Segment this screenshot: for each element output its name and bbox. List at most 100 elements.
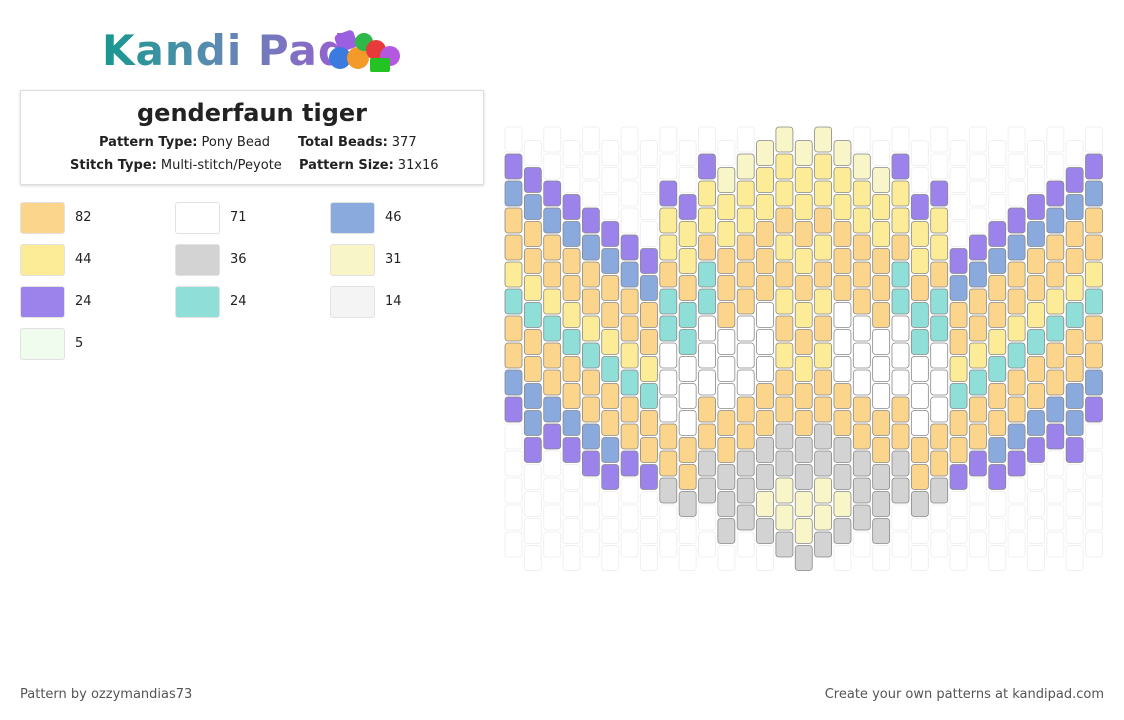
bead (988, 167, 1007, 193)
bead (1065, 410, 1084, 436)
bead (640, 275, 658, 301)
bead (659, 207, 678, 234)
bead (543, 450, 562, 477)
bead (794, 437, 813, 463)
bead (562, 140, 581, 166)
bead (775, 423, 794, 450)
bead (794, 329, 813, 355)
bead (504, 126, 523, 153)
bead (949, 302, 968, 328)
bead (988, 140, 1007, 166)
bead (620, 207, 639, 234)
bead (523, 275, 542, 301)
bead (1046, 369, 1065, 396)
bead (581, 153, 600, 180)
bead (698, 126, 716, 153)
bead (1046, 315, 1065, 342)
bead (659, 315, 678, 342)
bead (698, 396, 716, 423)
bead (562, 410, 581, 436)
bead (523, 410, 542, 436)
author: Pattern by ozzymandias73 (20, 687, 193, 702)
bead (620, 423, 639, 450)
bead (1065, 248, 1084, 274)
bead (833, 248, 852, 274)
info-row: Stitch Type: Multi-stitch/Peyote (70, 158, 282, 173)
bead (1007, 207, 1026, 234)
bead (872, 167, 891, 193)
bead (775, 342, 794, 369)
promo-link[interactable]: Create your own patterns at kandipad.com (824, 687, 1104, 702)
bead (698, 369, 716, 396)
bead (968, 288, 987, 315)
bead (659, 477, 678, 504)
bead (1065, 437, 1084, 463)
bead (756, 329, 774, 355)
bead (1085, 504, 1103, 531)
bead (1085, 450, 1103, 477)
bead (1065, 302, 1084, 328)
pattern-info: genderfaun tiger Pattern Type: Pony Bead … (20, 90, 484, 185)
bead (968, 180, 987, 207)
bead (852, 261, 871, 288)
bead (794, 356, 813, 382)
bead (1007, 450, 1026, 477)
bead (736, 234, 755, 261)
bead (504, 450, 523, 477)
bead (639, 167, 658, 193)
bead (756, 221, 774, 247)
bead (581, 477, 600, 504)
bead (601, 221, 620, 247)
bead (852, 207, 871, 234)
bead (872, 302, 891, 328)
bead (698, 423, 716, 450)
bead (1007, 234, 1026, 261)
bead (582, 288, 600, 315)
bead (601, 518, 620, 544)
bead (930, 369, 949, 396)
bead (504, 261, 523, 288)
bead (1026, 140, 1045, 166)
bead (756, 410, 774, 436)
bead (523, 545, 542, 571)
logo[interactable]: Kandi Pad (100, 22, 410, 78)
bead (1007, 180, 1026, 207)
bead (1065, 518, 1084, 544)
bead (717, 410, 736, 436)
bead (852, 180, 871, 207)
color-swatch (330, 202, 375, 234)
color-count: 36 (230, 252, 247, 267)
bead (852, 234, 871, 261)
bead (620, 531, 639, 558)
bead (949, 221, 968, 247)
bead (543, 207, 562, 234)
bead (736, 423, 755, 450)
bead (601, 410, 620, 436)
bead (814, 180, 833, 207)
bead (640, 329, 658, 355)
bead (1046, 234, 1065, 261)
bead (1007, 396, 1026, 423)
color-swatch (20, 286, 65, 318)
bead (698, 207, 716, 234)
bead (543, 531, 562, 558)
bead (717, 194, 736, 220)
bead (852, 288, 871, 315)
info-value: 377 (391, 135, 417, 150)
bead (717, 518, 736, 544)
bead (833, 410, 852, 436)
bead (910, 545, 929, 571)
bead (988, 248, 1007, 274)
bead (736, 504, 755, 531)
bead (1085, 423, 1103, 450)
bead (1027, 410, 1045, 436)
bead (581, 531, 600, 558)
bead (601, 194, 620, 220)
bead (523, 518, 542, 544)
bead (814, 477, 833, 504)
pattern-title: genderfaun tiger (137, 99, 367, 127)
bead (872, 491, 891, 517)
bead (640, 248, 658, 274)
bead (523, 140, 542, 166)
bead (814, 315, 833, 342)
